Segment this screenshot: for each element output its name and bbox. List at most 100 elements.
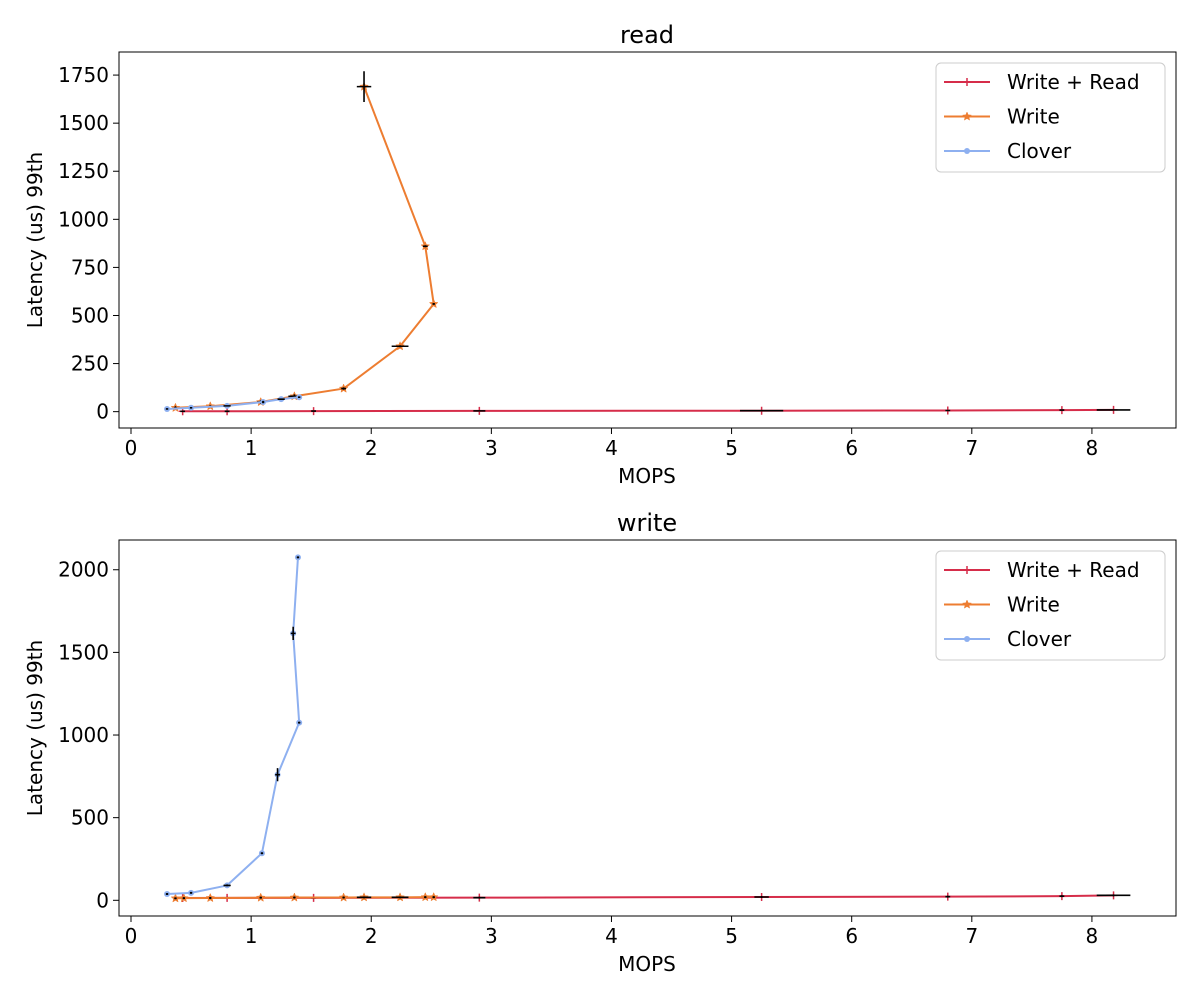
y-tick-label: 1250 (58, 159, 109, 183)
error-bar (224, 410, 230, 413)
error-bar (432, 896, 435, 899)
chart-title: write (617, 509, 677, 537)
error-bar (293, 896, 296, 899)
error-bar (754, 896, 769, 898)
x-axis-label: MOPS (618, 464, 676, 488)
x-tick-label: 5 (725, 924, 738, 948)
error-bar (341, 387, 347, 390)
error-bar (275, 768, 280, 782)
y-axis-label: Latency (us) 99th (23, 152, 47, 328)
y-tick-label: 1500 (58, 111, 109, 135)
legend: Write + Read Write Clover (935, 62, 1166, 173)
legend: Write + Read Write Clover (935, 550, 1166, 661)
plot-area (118, 539, 1177, 917)
plus-marker (963, 78, 971, 86)
error-bar (209, 896, 212, 899)
legend-label: Clover (1007, 627, 1072, 651)
plot-area (118, 51, 1177, 429)
error-bar (223, 884, 231, 887)
legend-label: Clover (1007, 139, 1072, 163)
error-bar (391, 345, 409, 348)
error-bar (180, 410, 186, 413)
error-bar (223, 405, 231, 407)
x-tick-label: 5 (725, 436, 738, 460)
error-bar (261, 400, 265, 404)
error-bar (356, 896, 372, 899)
series-write (170, 71, 439, 412)
dot-marker (964, 148, 970, 154)
error-bar (189, 891, 193, 894)
legend-box (935, 62, 1166, 173)
x-tick-label: 7 (965, 436, 978, 460)
x-tick-label: 7 (965, 924, 978, 948)
y-tick-label: 0 (96, 400, 109, 424)
chart-write: write 0 1 2 3 4 5 6 7 8 0 500 1000 1500 2000 MOPS Lat… (23, 509, 1177, 976)
x-tick-label: 6 (845, 436, 858, 460)
plus-marker (963, 566, 971, 574)
y-tick-label: 750 (71, 255, 109, 279)
error-bar (165, 408, 169, 410)
legend-entry: Clover (944, 627, 1072, 651)
error-bar (296, 556, 300, 559)
error-bar (260, 852, 264, 855)
y-tick-label: 0 (96, 888, 109, 912)
chart-title: read (620, 21, 674, 49)
legend-label: Write (1007, 105, 1060, 129)
series-write-read (178, 405, 1131, 416)
x-tick-label: 0 (125, 924, 138, 948)
x-tick-label: 1 (245, 436, 258, 460)
error-bar (311, 410, 316, 412)
error-bar (1059, 409, 1065, 411)
legend-label: Write + Read (1007, 70, 1140, 94)
error-bar (739, 409, 784, 412)
dot-marker (964, 636, 970, 642)
legend-entry: Write (944, 593, 1060, 617)
series-line (175, 86, 435, 409)
x-axis-label: MOPS (618, 952, 676, 976)
series-layer (164, 71, 1131, 416)
y-axis-label: Latency (us) 99th (23, 640, 47, 816)
x-tick-label: 8 (1086, 924, 1099, 948)
star-marker (962, 111, 972, 121)
legend-entry: Write (944, 105, 1060, 129)
legend-box (935, 550, 1166, 661)
star-marker (962, 599, 972, 609)
y-tick-label: 1500 (58, 640, 109, 664)
y-tick-label: 1000 (58, 723, 109, 747)
series-clover (164, 554, 303, 898)
legend-label: Write (1007, 593, 1060, 617)
error-bar (182, 897, 186, 900)
error-bar (259, 896, 262, 899)
series-clover (164, 394, 303, 412)
error-bar (391, 896, 409, 899)
error-bar (422, 245, 428, 248)
y-tick-label: 2000 (58, 558, 109, 582)
error-bar (297, 721, 301, 724)
series-line (175, 896, 434, 900)
series-line (182, 408, 1114, 413)
error-bar (277, 398, 285, 400)
x-tick-label: 2 (365, 924, 378, 948)
legend-entry: Clover (944, 139, 1072, 163)
axis-ticks: 0 1 2 3 4 5 6 7 8 0 500 1000 1500 2000 (58, 558, 1098, 948)
y-tick-label: 500 (71, 303, 109, 327)
error-bar (342, 896, 345, 899)
x-tick-label: 2 (365, 436, 378, 460)
x-tick-label: 3 (485, 924, 498, 948)
error-bar (432, 302, 435, 305)
error-bar (290, 626, 296, 640)
error-bar (473, 410, 486, 412)
error-bar (473, 896, 486, 899)
series-layer (164, 554, 1131, 903)
error-bar (189, 407, 193, 409)
x-tick-label: 4 (605, 924, 618, 948)
axis-ticks: 0 1 2 3 4 5 6 7 8 0 250 500 750 1000 1250 1500 1750 (58, 63, 1098, 460)
x-tick-label: 1 (245, 924, 258, 948)
error-bar (1059, 895, 1065, 898)
error-bar (424, 896, 427, 899)
error-bar (1096, 894, 1131, 897)
error-bar (356, 71, 372, 103)
error-bar (945, 409, 951, 412)
y-tick-label: 1750 (58, 63, 109, 87)
